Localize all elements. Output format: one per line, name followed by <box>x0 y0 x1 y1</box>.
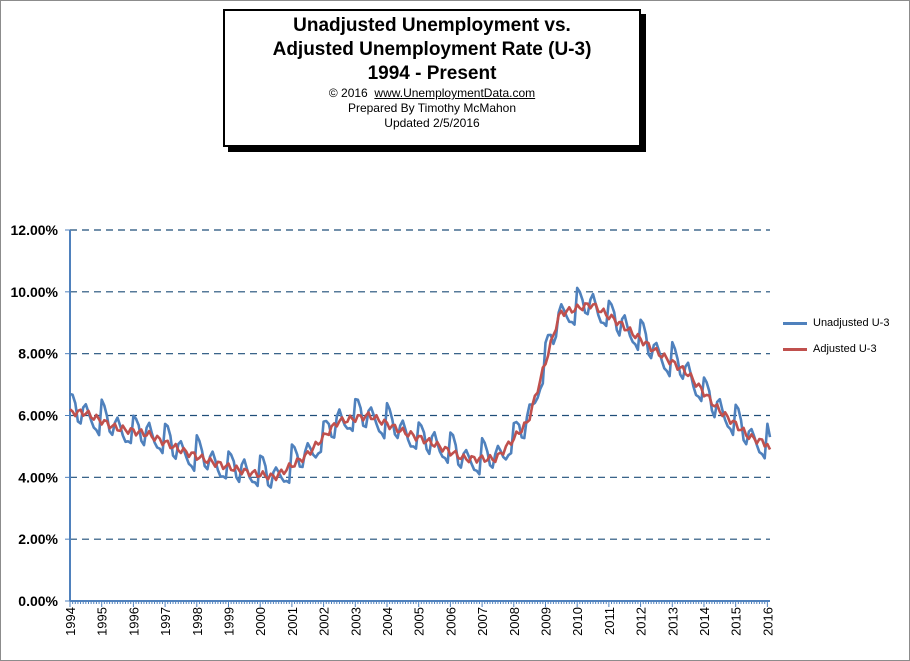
chart-title-line3: 1994 - Present <box>367 63 497 84</box>
prepared-by: Prepared By Timothy McMahon <box>347 101 517 115</box>
website-link[interactable]: www.UnemploymentData.com <box>374 86 536 100</box>
series-line-adjusted <box>69 302 772 482</box>
x-axis-labels: 1994 1995 1996 1997 1998 1999 2000 2001 2002 2003… <box>63 607 775 636</box>
chart-title-line2: Adjusted Unemployment Rate (U-3) <box>272 39 592 60</box>
x-tick-label: 2013 <box>665 607 680 636</box>
y-tick-label: 8.00% <box>18 346 58 362</box>
x-tick-label: 2011 <box>602 607 617 635</box>
x-tick-label: 2005 <box>412 607 427 636</box>
x-tick-label: 2006 <box>443 607 458 636</box>
x-tick-label: 1994 <box>63 607 78 636</box>
y-tick-label: 6.00% <box>18 408 58 424</box>
legend-label-unadjusted: Unadjusted U-3 <box>813 317 890 329</box>
x-tick-label: 2003 <box>348 607 363 636</box>
legend-item-adjusted: Adjusted U-3 <box>783 336 889 362</box>
legend: Unadjusted U-3 Adjusted U-3 <box>783 310 889 362</box>
chart-title-box: Unadjusted Unemployment vs. Adjusted Une… <box>223 9 641 147</box>
copyright-line: © 2016 www.UnemploymentData.com <box>225 86 639 101</box>
x-tick-label: 2012 <box>634 607 649 636</box>
y-tick-label: 12.00% <box>11 222 59 238</box>
y-axis-labels: 0.00% 2.00% 4.00% 6.00% 8.00% 10.00% 12.00% <box>11 222 59 609</box>
x-tick-label: 1998 <box>190 607 205 636</box>
axes <box>65 229 770 607</box>
x-tick-label: 2002 <box>317 607 332 636</box>
y-tick-label: 0.00% <box>18 593 58 609</box>
y-tick-label: 10.00% <box>11 284 59 300</box>
copyright-prefix: © 2016 <box>328 86 368 100</box>
x-tick-label: 2014 <box>697 607 712 636</box>
y-tick-label: 2.00% <box>18 531 58 547</box>
y-tick-label: 4.00% <box>18 469 58 485</box>
legend-swatch-adjusted <box>783 347 807 351</box>
x-tick-label: 2008 <box>507 607 522 636</box>
x-tick-label: 2004 <box>380 607 395 636</box>
x-tick-label: 2009 <box>538 607 553 636</box>
x-tick-label: 2000 <box>253 607 268 636</box>
x-tick-label: 1995 <box>95 607 110 636</box>
legend-swatch-unadjusted <box>783 321 807 325</box>
x-tick-label: 1996 <box>126 607 141 636</box>
x-tick-label: 1999 <box>221 607 236 636</box>
x-tick-label: 2007 <box>475 607 490 636</box>
series-line-unadjusted <box>69 286 772 489</box>
x-tick-label: 2010 <box>570 607 585 636</box>
x-tick-label: 2016 <box>760 607 775 636</box>
updated-date: Updated 2/5/2016 <box>384 116 480 130</box>
series-lines <box>69 286 772 489</box>
gridlines <box>70 229 770 540</box>
x-tick-label: 2001 <box>285 607 300 636</box>
x-tick-label: 1997 <box>158 607 173 636</box>
legend-item-unadjusted: Unadjusted U-3 <box>783 310 889 336</box>
chart-title-line1: Unadjusted Unemployment vs. <box>293 15 571 36</box>
legend-label-adjusted: Adjusted U-3 <box>813 343 877 355</box>
x-tick-label: 2015 <box>729 607 744 636</box>
